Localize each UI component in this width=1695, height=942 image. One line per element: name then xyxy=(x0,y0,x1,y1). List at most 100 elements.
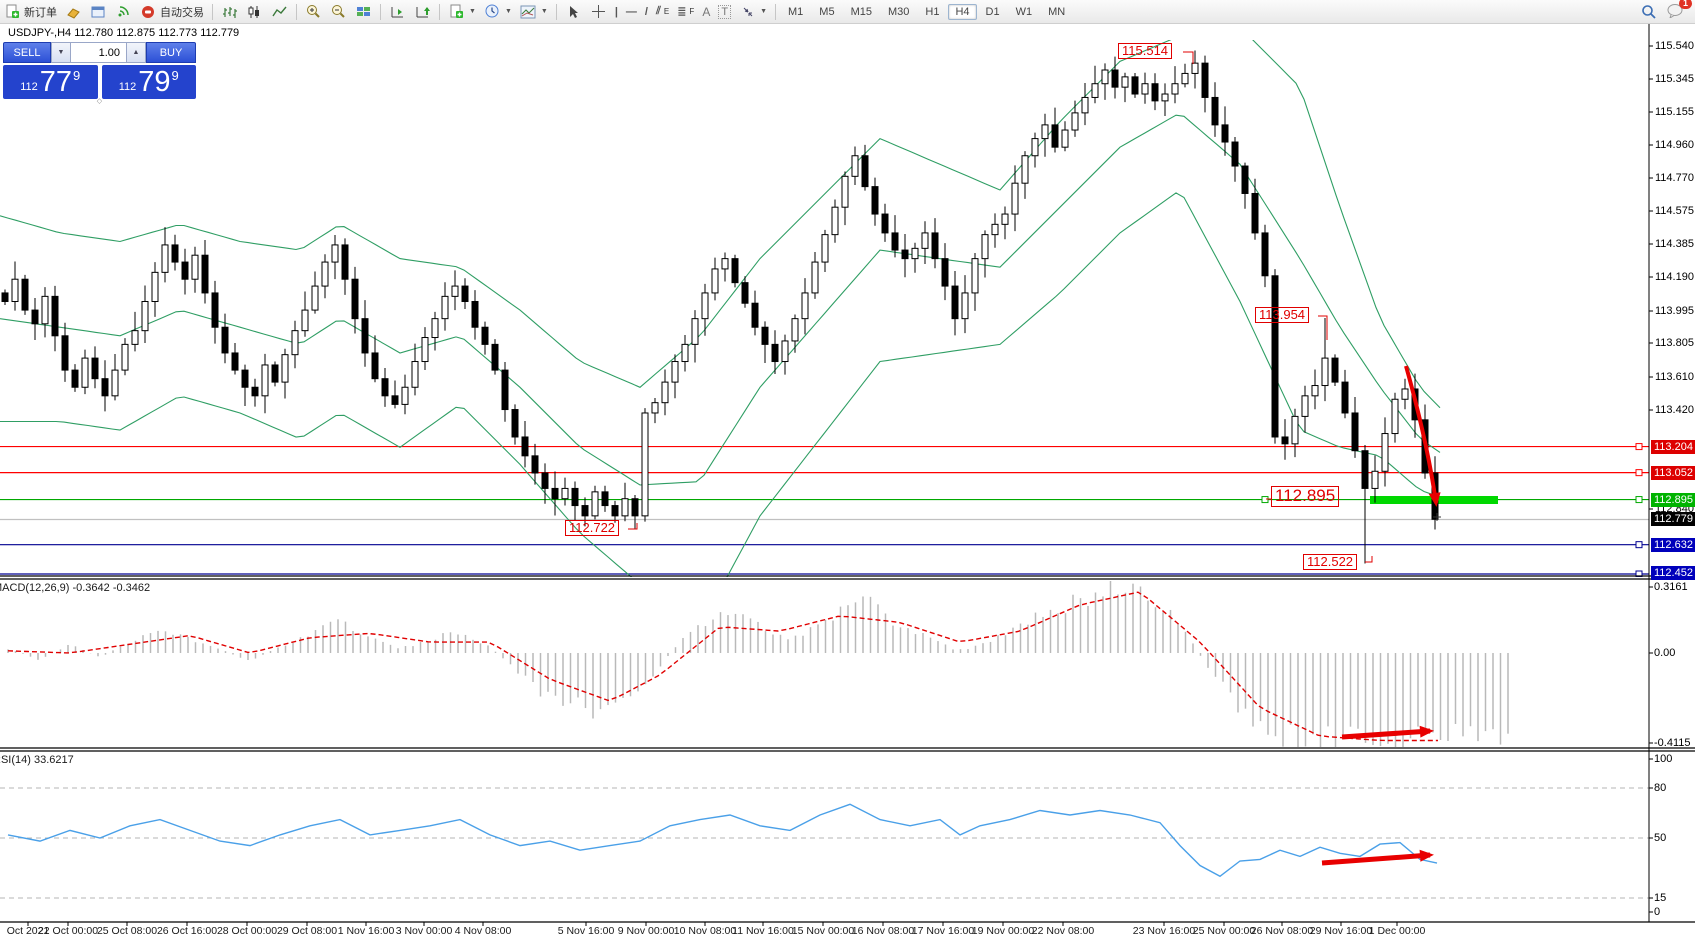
price-callout-113.954[interactable]: 113.954 xyxy=(1255,307,1310,324)
shapes-dropdown[interactable]: ▼ xyxy=(735,2,771,22)
panel-collapse-handle[interactable]: ◇ xyxy=(96,98,103,105)
market-depth-button[interactable] xyxy=(61,2,86,22)
hline-handle[interactable] xyxy=(1635,496,1643,504)
macd-axis-label: -0.4115 xyxy=(1654,737,1691,749)
price-axis-label: 113.420 xyxy=(1655,404,1694,416)
candle-body xyxy=(1311,385,1319,397)
candle-body xyxy=(161,244,169,273)
timeframe-toolbar: M1 M5 M15 M30 H1 H4 D1 W1 MN xyxy=(780,0,1073,23)
new-chart-button[interactable] xyxy=(86,2,111,22)
toolbar-separator xyxy=(212,3,213,20)
drawn-arrow-macd[interactable] xyxy=(1341,725,1434,740)
buy-button[interactable]: BUY xyxy=(146,42,196,63)
candle-body xyxy=(201,254,209,294)
hline-handle[interactable] xyxy=(1635,443,1643,451)
price-axis-label: 114.960 xyxy=(1655,139,1694,151)
hline-handle[interactable] xyxy=(1261,496,1269,504)
auto-scroll-button[interactable] xyxy=(410,2,435,22)
hline-handle[interactable] xyxy=(1635,469,1643,477)
cursor-tool[interactable] xyxy=(561,2,586,22)
candle-body xyxy=(41,295,49,325)
volume-increase-button[interactable]: ▲ xyxy=(126,42,146,63)
tile-windows-button[interactable] xyxy=(351,2,376,22)
candle-body xyxy=(1341,381,1349,414)
fibonacci-tool[interactable]: ≣ F xyxy=(673,2,698,22)
channel-tool[interactable]: ⫽ E xyxy=(652,2,673,22)
trendline-tool[interactable]: / xyxy=(641,2,652,22)
period-dropdown[interactable]: ▼ xyxy=(480,2,516,22)
price-badge-113.052: 113.052 xyxy=(1651,465,1695,480)
timeframe-mn[interactable]: MN xyxy=(1048,5,1066,18)
time-axis-label: 1 Dec 00:00 xyxy=(1368,925,1426,937)
candle-body xyxy=(211,292,219,328)
zoom-out-button[interactable] xyxy=(326,2,351,22)
timeframe-m15[interactable]: M15 xyxy=(850,5,872,18)
timeframe-h1[interactable]: H1 xyxy=(925,5,940,18)
zoom-in-button[interactable] xyxy=(301,2,326,22)
time-axis-label: 15 Nov 00:00 xyxy=(791,925,855,937)
volume-decrease-button[interactable]: ▼ xyxy=(51,42,71,63)
drawn-arrow-rsi[interactable] xyxy=(1321,849,1434,866)
bar-chart-button[interactable] xyxy=(217,2,242,22)
price-callout-112.895[interactable]: 112.895 xyxy=(1271,486,1340,507)
callout-connector xyxy=(1365,556,1373,563)
vertical-line-tool[interactable]: | xyxy=(611,2,622,22)
drawn-arrow-down[interactable] xyxy=(1404,365,1441,507)
candle-body xyxy=(1321,357,1329,387)
candle-body xyxy=(461,285,469,303)
candle-body xyxy=(1351,412,1359,452)
search-icon[interactable] xyxy=(1640,4,1657,19)
templates-dropdown[interactable]: ▼ xyxy=(516,2,552,22)
macd-axis-label: 0.3161 xyxy=(1654,581,1688,593)
timeframe-d1[interactable]: D1 xyxy=(985,5,1000,18)
signals-button[interactable] xyxy=(111,2,136,22)
candle-body xyxy=(91,357,99,380)
rsi-axis-label: 80 xyxy=(1654,782,1667,794)
time-axis-label: 29 Oct 08:00 xyxy=(276,925,338,937)
ask-price-button[interactable]: 112 79 9 xyxy=(101,65,196,99)
new-order-button[interactable]: 新订单 xyxy=(0,2,61,22)
time-axis-label: 4 Nov 08:00 xyxy=(454,925,512,937)
horizontal-line-tool[interactable]: — xyxy=(622,2,641,22)
line-chart-button[interactable] xyxy=(267,2,292,22)
auto-trading-button[interactable]: 自动交易 xyxy=(136,2,208,22)
volume-input[interactable]: 1.00 xyxy=(71,42,126,63)
time-axis-label: 10 Nov 08:00 xyxy=(673,925,737,937)
bid-figure: 112 xyxy=(20,81,38,93)
candle-body xyxy=(441,295,449,320)
timeframe-h4[interactable]: H4 xyxy=(948,3,977,20)
candle-body xyxy=(621,498,629,517)
candle-body xyxy=(401,386,409,405)
timeframe-w1[interactable]: W1 xyxy=(1015,5,1033,18)
chart-shift-button[interactable] xyxy=(385,2,410,22)
market-depth-icon xyxy=(65,4,82,19)
candle-body xyxy=(491,343,499,371)
add-indicator-dropdown[interactable]: ▼ xyxy=(444,2,480,22)
price-callout-112.522[interactable]: 112.522 xyxy=(1303,554,1358,571)
timeframe-m5[interactable]: M5 xyxy=(819,5,835,18)
candle-body xyxy=(731,258,739,284)
hline-handle[interactable] xyxy=(1635,541,1643,549)
bid-price-button[interactable]: 112 77 9 xyxy=(3,65,98,99)
timeframe-m1[interactable]: M1 xyxy=(788,5,804,18)
chat-button[interactable]: 1 xyxy=(1667,0,1692,21)
candle-body xyxy=(1171,83,1179,95)
candlestick-chart-button[interactable] xyxy=(242,2,267,22)
time-axis-label: 16 Nov 08:00 xyxy=(851,925,915,937)
candle-body xyxy=(361,318,369,354)
hline-handle[interactable] xyxy=(1635,570,1643,577)
price-badge-112.452: 112.452 xyxy=(1651,566,1695,580)
sell-button[interactable]: SELL xyxy=(3,42,51,63)
label-tool[interactable]: T xyxy=(714,2,735,22)
candle-body xyxy=(721,258,729,270)
crosshair-tool[interactable] xyxy=(586,2,611,22)
timeframe-m30[interactable]: M30 xyxy=(887,5,910,18)
candle-body xyxy=(1331,357,1339,383)
chart-title: USDJPY-,H4 112.780 112.875 112.773 112.7… xyxy=(8,27,240,39)
trendline-icon: / xyxy=(644,5,648,18)
text-tool[interactable]: A xyxy=(698,2,714,22)
price-callout-115.514[interactable]: 115.514 xyxy=(1118,43,1173,60)
price-callout-112.722[interactable]: 112.722 xyxy=(565,520,620,537)
price-axis-label: 115.345 xyxy=(1655,73,1694,85)
